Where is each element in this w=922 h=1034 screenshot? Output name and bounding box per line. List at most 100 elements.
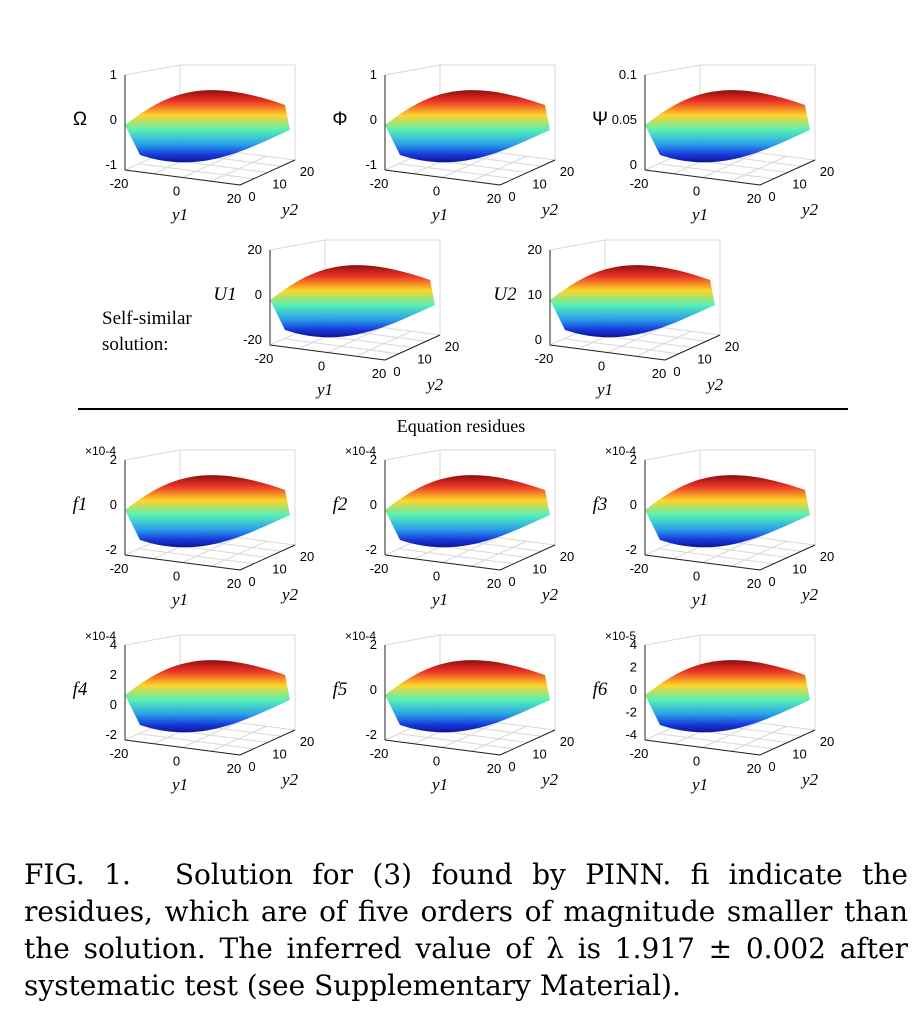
x-tick-label: 0 — [433, 754, 440, 769]
x-tick-label: 20 — [372, 366, 386, 381]
y-axis-label: y2 — [705, 375, 724, 394]
z-tick-label: 2 — [110, 452, 117, 467]
x-tick-label: -20 — [370, 176, 389, 191]
scale-label: ×10-4 — [345, 629, 376, 643]
surface-omega — [125, 90, 290, 163]
scale-label: ×10-4 — [85, 629, 116, 643]
x-tick-label: 0 — [433, 184, 440, 199]
x-axis-label: y1 — [690, 775, 708, 794]
y-axis-label: y2 — [800, 585, 819, 604]
z-tick-label: 4 — [630, 637, 637, 652]
x-tick-label: -20 — [110, 746, 129, 761]
x-tick-label: 20 — [652, 366, 666, 381]
z-tick-label: 2 — [110, 667, 117, 682]
x-tick-label: 20 — [487, 576, 501, 591]
z-tick-label: -1 — [365, 157, 377, 172]
z-tick-label: -4 — [625, 727, 637, 742]
y-tick-label: 10 — [532, 562, 546, 577]
y-tick-label: 10 — [792, 177, 806, 192]
z-tick-label: 2 — [370, 637, 377, 652]
y-tick-label: 10 — [532, 177, 546, 192]
section-divider — [78, 408, 848, 410]
x-axis-label: y1 — [430, 205, 448, 224]
surface-f2 — [385, 475, 550, 548]
x-tick-label: 20 — [227, 191, 241, 206]
x-tick-label: 0 — [173, 754, 180, 769]
figure: 1 0 -1 -20 0 20 0 10 20 y1 y2 Ω 1 0 -1 -20 0 20 0 10 20 y1 y2… — [40, 60, 848, 800]
z-tick-label: -2 — [625, 705, 637, 720]
z-tick-label: 0 — [370, 112, 377, 127]
y-tick-label: 10 — [272, 562, 286, 577]
x-tick-label: 0 — [598, 359, 605, 374]
z-axis-label: f3 — [593, 494, 608, 515]
x-tick-label: 20 — [747, 761, 761, 776]
surface-phi — [385, 90, 550, 163]
z-tick-label: -1 — [105, 157, 117, 172]
section-title: Equation residues — [396, 416, 526, 436]
surface-u1 — [270, 265, 435, 338]
y-axis-label: y2 — [540, 770, 559, 789]
y-tick-label: 20 — [820, 549, 834, 564]
z-axis-label: Ψ — [592, 109, 608, 130]
x-tick-label: 0 — [433, 569, 440, 584]
x-tick-label: 0 — [173, 184, 180, 199]
y-tick-label: 0 — [248, 189, 255, 204]
panel-f2: 2 0 -2 -20 0 20 0 10 20 y1 y2 f2 ×10-4 — [300, 444, 575, 615]
z-tick-label: 0 — [370, 497, 377, 512]
caption-text: Solution for (3) found by PINN. fi indic… — [24, 858, 909, 1002]
x-axis-label: y1 — [690, 590, 708, 609]
surface-f4 — [125, 660, 290, 733]
y-tick-label: 0 — [508, 759, 515, 774]
x-tick-label: 20 — [227, 576, 241, 591]
x-axis-label: y1 — [595, 380, 613, 399]
panel-f6: 4 2 0 -2 -4 -20 0 20 0 10 20 y1 y2 f6 ×10-5 — [560, 629, 835, 800]
panel-omega: 1 0 -1 -20 0 20 0 10 20 y1 y2 Ω — [40, 60, 314, 230]
z-tick-label: -2 — [105, 727, 117, 742]
surface-plot-u1: 20 0 -20 -20 0 20 0 10 20 y1 y2 U1 — [213, 239, 459, 399]
panel-f1: 2 0 -2 -20 0 20 0 10 20 y1 y2 f1 ×10-4 — [40, 444, 315, 615]
z-axis-label: Φ — [332, 109, 347, 130]
z-axis-label: Ω — [73, 109, 87, 130]
surface-f6 — [645, 660, 810, 733]
y-tick-label: 0 — [508, 189, 515, 204]
figure-caption: FIG. 1. Solution for (3) found by PINN. f… — [24, 856, 908, 1004]
z-axis-label: f2 — [333, 494, 348, 515]
z-tick-label: 0 — [110, 497, 117, 512]
x-tick-label: 20 — [487, 191, 501, 206]
y-tick-label: 20 — [445, 339, 459, 354]
z-tick-label: 0 — [630, 497, 637, 512]
y-tick-label: 20 — [820, 164, 834, 179]
surface-f3 — [645, 475, 810, 548]
surface-psi — [645, 90, 810, 163]
y-tick-label: 10 — [792, 562, 806, 577]
x-tick-label: -20 — [370, 561, 389, 576]
y-tick-label: 10 — [417, 352, 431, 367]
z-axis-label: f4 — [73, 679, 88, 700]
y-axis-label: y2 — [425, 375, 444, 394]
x-axis-label: y1 — [430, 590, 448, 609]
side-label: Self-similar solution: — [102, 308, 192, 355]
z-axis-label: f6 — [593, 679, 608, 700]
x-tick-label: -20 — [370, 746, 389, 761]
x-tick-label: -20 — [110, 176, 129, 191]
panel-f5: 2 0 -2 -20 0 20 0 10 20 y1 y2 f5 ×10-4 — [300, 629, 575, 800]
z-tick-label: 1 — [370, 67, 377, 82]
z-axis-label: U1 — [213, 284, 236, 305]
x-tick-label: 0 — [693, 184, 700, 199]
y-axis-label: y2 — [540, 200, 559, 219]
x-tick-label: 20 — [487, 761, 501, 776]
x-tick-label: 0 — [318, 359, 325, 374]
x-tick-label: 0 — [693, 754, 700, 769]
y-tick-label: 20 — [560, 549, 574, 564]
x-tick-label: -20 — [255, 351, 274, 366]
x-tick-label: -20 — [630, 746, 649, 761]
y-tick-label: 0 — [673, 364, 680, 379]
y-tick-label: 10 — [697, 352, 711, 367]
y-axis-label: y2 — [280, 200, 299, 219]
y-tick-label: 0 — [508, 574, 515, 589]
y-tick-label: 0 — [768, 759, 775, 774]
y-axis-label: y2 — [280, 770, 299, 789]
surface-plot-psi: 0.1 0.05 0 -20 0 20 0 10 20 y1 y2 Ψ — [592, 64, 834, 224]
y-axis-label: y2 — [800, 770, 819, 789]
z-tick-label: 0 — [535, 332, 542, 347]
